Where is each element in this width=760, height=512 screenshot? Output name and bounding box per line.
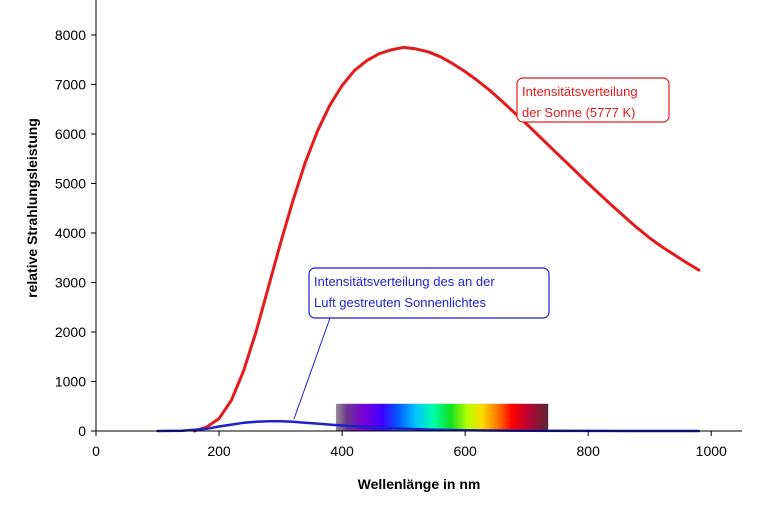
series-line-sun (192, 45, 701, 433)
annotation-scattered-text-line: Luft gestreuten Sonnenlichtes (314, 295, 487, 310)
x-tick-label: 0 (92, 443, 100, 459)
y-tick-label: 0 (78, 423, 86, 439)
y-tick-label: 1000 (55, 374, 86, 390)
y-tick-label: 6000 (55, 126, 86, 142)
x-tick-label: 200 (207, 443, 231, 459)
y-tick-label: 5000 (55, 176, 86, 192)
x-tick-label: 800 (577, 443, 601, 459)
series-line-scattered (156, 420, 701, 433)
y-axis-title: relative Strahlungsleistung (24, 118, 40, 298)
annotation-scattered-text-line: Intensitätsverteilung des an der (314, 274, 495, 289)
annotation-sun-box (516, 77, 670, 123)
annotation-scattered-leader-line (293, 317, 331, 420)
x-axis-title: Wellenlänge in nm (358, 476, 481, 492)
annotation-sun-text-line: der Sonne (5777 K) (522, 105, 635, 120)
x-tick-label: 1000 (696, 443, 727, 459)
annotation-scattered-box (308, 267, 550, 319)
y-tick-label: 8000 (55, 27, 86, 43)
x-tick-label: 400 (330, 443, 354, 459)
annotation-sun-text-line: Intensitätsverteilung (522, 84, 638, 99)
y-tick-label: 4000 (55, 225, 86, 241)
y-tick-label: 2000 (55, 324, 86, 340)
y-tick-label: 7000 (55, 77, 86, 93)
y-tick-label: 3000 (55, 275, 86, 291)
x-tick-label: 600 (453, 443, 477, 459)
